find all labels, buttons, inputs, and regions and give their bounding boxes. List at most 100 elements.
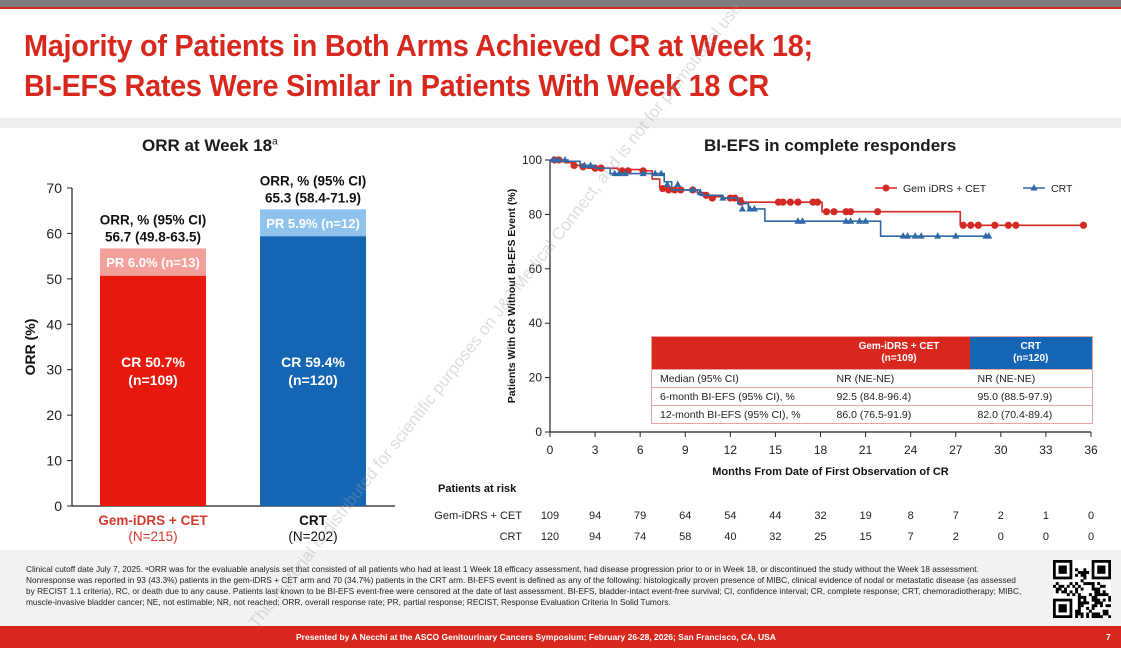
qr-module — [1094, 595, 1098, 599]
at-risk-value: 2 — [998, 510, 1004, 522]
crt-censor-mark — [696, 188, 704, 196]
qr-module — [1091, 587, 1095, 591]
y-tick-label: 0 — [54, 498, 62, 514]
qr-module — [1080, 579, 1084, 583]
qr-module — [1083, 573, 1087, 577]
crt-censor-mark — [911, 232, 919, 239]
qr-module — [1077, 595, 1081, 599]
y-axis-label: ORR (%) — [22, 319, 38, 376]
qr-module — [1066, 584, 1070, 588]
gem-censor-mark — [813, 198, 822, 206]
km-x-tick-label: 0 — [547, 443, 554, 457]
qr-module — [1086, 601, 1090, 605]
qr-module — [1091, 606, 1095, 610]
qr-module — [1094, 593, 1098, 597]
crt-censor-mark — [856, 217, 864, 224]
qr-code-icon — [1053, 560, 1112, 619]
at-risk-value: 8 — [908, 510, 914, 522]
km-x-tick-label: 9 — [682, 443, 689, 457]
gem-censor-mark — [1004, 221, 1012, 229]
qr-module — [1097, 587, 1101, 591]
qr-module — [1094, 598, 1098, 602]
qr-module — [1075, 615, 1079, 619]
gem-censor-mark — [1012, 221, 1020, 229]
qr-module — [1064, 590, 1068, 594]
at-risk-value: 2 — [953, 531, 959, 543]
y-tick-label: 20 — [46, 407, 62, 423]
crt-censor-mark — [750, 204, 758, 212]
qr-module — [1077, 601, 1081, 605]
table-header-blank — [651, 336, 829, 370]
y-tick-label: 30 — [46, 362, 62, 378]
bi-efs-summary-table: Gem-iDRS + CET (n=109) CRT (n=120) Median … — [651, 336, 1093, 424]
table-header-gem: Gem-iDRS + CET (n=109) — [828, 336, 970, 370]
qr-module — [1094, 604, 1098, 608]
qr-module — [1055, 590, 1059, 594]
crt-censor-mark — [615, 169, 623, 177]
crt-censor-mark — [674, 180, 682, 187]
qr-module — [1075, 582, 1079, 586]
qr-module — [1086, 612, 1090, 616]
crt-censor-mark — [952, 232, 960, 239]
qr-module — [1075, 587, 1079, 591]
gem-censor-mark — [786, 198, 795, 206]
qr-module — [1061, 584, 1065, 588]
gem-value: 92.5 (84.8-96.4) — [828, 387, 970, 406]
qr-module — [1108, 604, 1112, 608]
cr-bar — [260, 236, 366, 506]
qr-module — [1072, 584, 1076, 588]
pr-bar-label: PR 6.0% (n=13) — [106, 255, 200, 270]
crt-censor-mark — [639, 169, 647, 177]
km-x-axis-label: Months From Date of First Observation of… — [712, 466, 949, 478]
qr-module — [1080, 612, 1084, 616]
qr-module — [1091, 584, 1095, 588]
qr-module — [1097, 598, 1101, 602]
qr-module — [1083, 598, 1087, 602]
qr-module — [1075, 573, 1079, 577]
gem-censor-mark — [959, 221, 967, 229]
slide-title: Majority of Patients in Both Arms Achiev… — [24, 26, 1010, 106]
qr-module — [1080, 615, 1084, 619]
qr-module — [1102, 612, 1106, 616]
crt-censor-mark — [934, 232, 942, 239]
qr-module — [1088, 593, 1092, 597]
qr-module — [1066, 593, 1070, 597]
at-risk-value: 32 — [769, 531, 781, 543]
km-x-tick-label: 27 — [949, 443, 963, 457]
crt-censor-mark — [847, 217, 855, 224]
gem-value: NR (NE-NE) — [828, 369, 970, 388]
orr-annotation-label: ORR, % (95% CI) — [260, 173, 367, 188]
gem-censor-mark — [991, 221, 999, 229]
crt-censor-mark — [689, 185, 697, 193]
km-x-tick-label: 3 — [592, 443, 599, 457]
qr-module — [1088, 609, 1092, 613]
km-x-tick-label: 18 — [814, 443, 828, 457]
orr-title-superscript: a — [272, 136, 278, 148]
section-divider — [0, 118, 1121, 128]
km-x-tick-label: 30 — [994, 443, 1008, 457]
crt-censor-mark — [862, 217, 870, 224]
at-risk-value: 7 — [908, 531, 914, 543]
qr-module — [1086, 582, 1090, 586]
qr-module — [1077, 584, 1081, 588]
x-category-label: Gem-iDRS + CET — [98, 513, 208, 528]
km-y-tick-label: 80 — [529, 207, 543, 221]
qr-module — [1102, 598, 1106, 602]
at-risk-title: Patients at risk — [438, 483, 517, 495]
orr-title-text: ORR at Week 18 — [142, 136, 273, 155]
crt-censor-mark — [611, 169, 619, 177]
qr-module — [1088, 582, 1092, 586]
crt-censor-mark — [581, 161, 589, 168]
qr-module — [1102, 609, 1106, 613]
qr-module — [1083, 595, 1087, 599]
legend-crt-marker — [1030, 184, 1038, 191]
x-category-n-label: (N=215) — [128, 529, 177, 544]
qr-module — [1099, 615, 1103, 619]
header-crt-name: CRT — [1020, 341, 1042, 352]
qr-module — [1053, 584, 1056, 588]
top-bar — [0, 0, 1121, 7]
qr-code[interactable] — [1053, 560, 1112, 619]
footer-bar: Presented by A Necchi at the ASCO Genito… — [0, 626, 1121, 648]
at-risk-value: 79 — [634, 510, 646, 522]
at-risk-value: 1 — [1043, 510, 1049, 522]
